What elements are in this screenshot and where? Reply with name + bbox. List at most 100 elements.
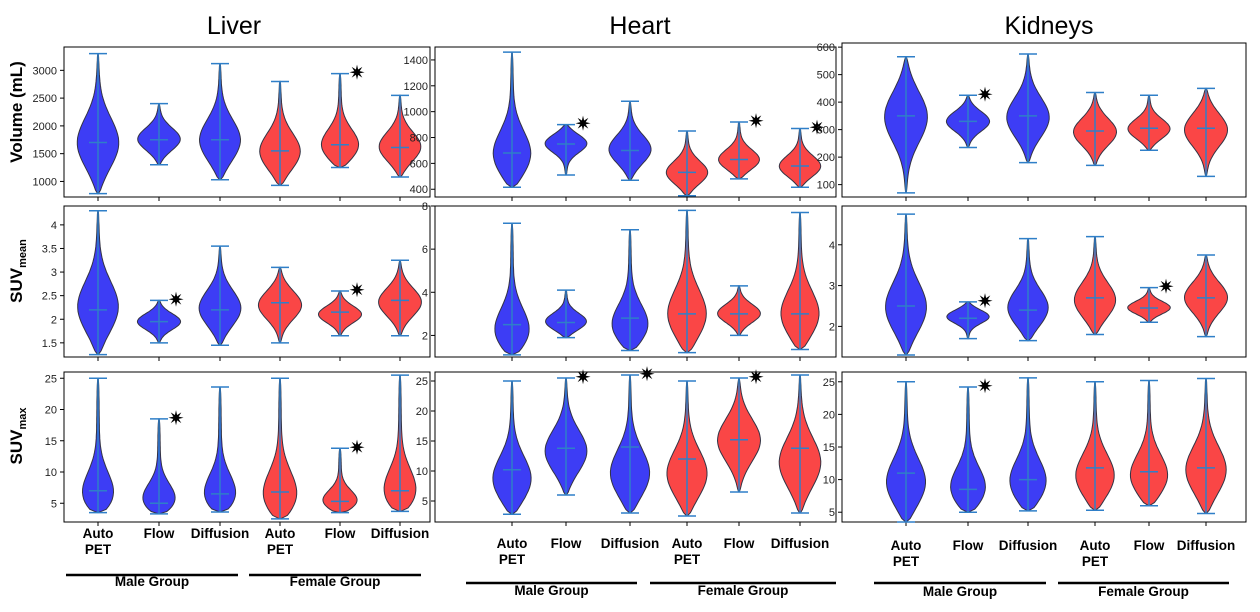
y-tick-label: 3.5	[42, 243, 57, 255]
y-tick-label: 25	[416, 376, 428, 388]
column-title-kidneys: Kidneys	[1005, 12, 1094, 40]
y-tick-label: 2	[829, 321, 835, 333]
y-tick-label: 600	[410, 158, 428, 170]
significance-star: ✷	[977, 376, 994, 398]
group-label-female: Female Group	[698, 583, 789, 598]
y-tick-label: 1500	[33, 149, 57, 161]
panel-liver-volume-ml: 1000 1500 2000 2500 3000 ✷	[33, 46, 431, 201]
y-tick-label: 2.5	[42, 291, 57, 303]
y-tick-label: 3	[829, 281, 835, 293]
panel-kidneys-suv-mean: 2 3 4 ✷ ✷	[829, 205, 1247, 361]
significance-star: ✷	[748, 367, 765, 389]
y-tick-label: 20	[823, 409, 835, 421]
panel-heart-suv-max: 5 10 15 20 25 ✷ ✷ ✷	[416, 364, 837, 526]
panel-frame	[63, 371, 431, 523]
panel-heart-suv-mean: 2 4 6 8	[422, 201, 837, 361]
significance-star: ✷	[977, 84, 994, 106]
y-tick-label: 1000	[404, 107, 428, 119]
x-category-label: PET	[85, 542, 112, 557]
x-category-label: Auto	[1080, 538, 1111, 553]
y-tick-label: 200	[817, 152, 835, 164]
y-tick-label: 600	[817, 42, 835, 54]
x-category-label: Flow	[325, 526, 356, 541]
x-category-label: Diffusion	[1177, 538, 1236, 553]
x-category-label: Flow	[953, 538, 984, 553]
y-tick-label: 2000	[33, 121, 57, 133]
y-tick-label: 4	[422, 287, 428, 299]
y-tick-label: 800	[410, 133, 428, 145]
row-label-subscript: mean	[17, 239, 29, 268]
row-label-0: Volume (mL)	[7, 61, 26, 163]
y-tick-label: 15	[823, 442, 835, 454]
y-tick-label: 5	[829, 507, 835, 519]
group-label-female: Female Group	[1098, 584, 1189, 599]
row-label-main: SUV	[7, 429, 26, 465]
row-label-main: Volume (mL)	[7, 61, 26, 163]
x-category-label: PET	[893, 554, 920, 569]
x-category-label: Flow	[551, 536, 582, 551]
column-title-liver: Liver	[207, 12, 261, 40]
x-category-label: Auto	[265, 526, 296, 541]
y-tick-label: 3	[51, 267, 57, 279]
y-tick-label: 1.5	[42, 338, 57, 350]
row-label-1: SUVmean	[7, 239, 29, 303]
x-category-label: Diffusion	[601, 536, 660, 551]
panel-liver-suv-max: 5 10 15 20 25 ✷ ✷	[45, 371, 431, 526]
y-tick-label: 6	[422, 244, 428, 256]
y-tick-label: 4	[51, 220, 57, 232]
panel-frame	[63, 205, 431, 358]
y-tick-label: 400	[410, 184, 428, 196]
x-category-label: Diffusion	[371, 526, 430, 541]
row-label-subscript: max	[17, 407, 29, 430]
x-category-label: Auto	[891, 538, 922, 553]
significance-star: ✷	[168, 289, 185, 311]
y-tick-label: 20	[416, 406, 428, 418]
x-category-label: Flow	[144, 526, 175, 541]
panel-kidneys-suv-max: 5 10 15 20 25 ✷	[823, 371, 1247, 526]
y-tick-label: 3000	[33, 65, 57, 77]
x-category-label: Flow	[1134, 538, 1165, 553]
y-tick-label: 15	[416, 436, 428, 448]
y-tick-label: 8	[422, 201, 428, 213]
significance-star: ✷	[977, 291, 994, 313]
group-label-male: Male Group	[923, 584, 997, 599]
y-tick-label: 100	[817, 180, 835, 192]
significance-star: ✷	[1158, 277, 1175, 299]
y-tick-label: 10	[416, 466, 428, 478]
y-tick-label: 10	[45, 467, 57, 479]
y-tick-label: 2	[422, 330, 428, 342]
significance-star: ✷	[748, 111, 765, 133]
y-tick-label: 25	[823, 377, 835, 389]
y-tick-label: 300	[817, 125, 835, 137]
panel-liver-suv-mean: 1.5 2 2.5 3 3.5 4 ✷ ✷	[42, 205, 431, 361]
x-category-label: PET	[674, 552, 701, 567]
significance-star: ✷	[349, 63, 366, 85]
significance-star: ✷	[575, 367, 592, 389]
y-tick-label: 4	[829, 240, 835, 252]
y-tick-label: 20	[45, 405, 57, 417]
x-category-label: Flow	[724, 536, 755, 551]
y-tick-label: 10	[823, 475, 835, 487]
y-tick-label: 400	[817, 97, 835, 109]
group-label-male: Male Group	[514, 583, 588, 598]
x-category-label: Diffusion	[771, 536, 830, 551]
y-tick-label: 15	[45, 436, 57, 448]
x-category-label: PET	[1082, 554, 1109, 569]
panel-heart-volume-ml: 400 600 800 1000 1200 1400 ✷ ✷ ✷	[404, 46, 837, 201]
y-tick-label: 5	[51, 498, 57, 510]
significance-star: ✷	[349, 437, 366, 459]
panel-frame	[63, 46, 431, 198]
x-category-label: Auto	[497, 536, 528, 551]
y-tick-label: 2500	[33, 93, 57, 105]
significance-star: ✷	[809, 117, 826, 139]
y-tick-label: 2	[51, 314, 57, 326]
row-label-2: SUVmax	[7, 407, 29, 465]
panel-kidneys-volume-ml: 100 200 300 400 500 600 ✷	[817, 42, 1247, 201]
panel-frame	[434, 46, 837, 198]
row-label-main: SUV	[7, 267, 26, 303]
significance-star: ✷	[639, 364, 656, 386]
y-tick-label: 25	[45, 373, 57, 385]
y-tick-label: 500	[817, 70, 835, 82]
significance-star: ✷	[349, 280, 366, 302]
